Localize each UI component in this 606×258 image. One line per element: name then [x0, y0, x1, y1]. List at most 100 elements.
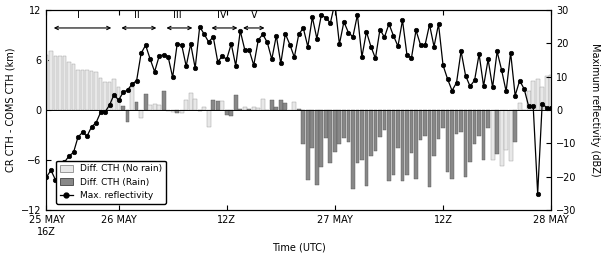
Bar	[454, 110, 459, 134]
Bar	[531, 81, 535, 110]
Bar	[193, 99, 197, 110]
Bar	[432, 110, 436, 156]
Bar	[428, 110, 431, 187]
X-axis label: Time (UTC): Time (UTC)	[272, 243, 325, 252]
Bar	[464, 110, 467, 177]
Bar	[279, 100, 283, 110]
Bar	[536, 79, 539, 110]
Bar	[270, 100, 274, 110]
Bar	[202, 107, 206, 110]
Bar	[473, 110, 476, 144]
Bar	[423, 110, 427, 136]
Bar	[62, 56, 67, 110]
Bar	[275, 107, 278, 110]
Bar	[198, 110, 202, 111]
Bar	[504, 110, 508, 150]
Bar	[189, 93, 193, 110]
Bar	[180, 110, 184, 113]
Bar	[85, 70, 89, 110]
Bar	[391, 110, 395, 175]
Bar	[347, 110, 350, 142]
Text: III: III	[173, 10, 181, 20]
Bar	[450, 110, 454, 179]
Bar	[319, 110, 323, 167]
Bar	[509, 110, 513, 161]
Bar	[207, 110, 211, 127]
Bar	[103, 82, 107, 110]
Bar	[58, 56, 62, 110]
Bar	[293, 102, 296, 110]
Bar	[117, 87, 121, 110]
Bar	[333, 110, 337, 152]
Bar	[486, 110, 490, 128]
Bar	[99, 77, 102, 110]
Bar	[53, 56, 58, 110]
Bar	[221, 101, 224, 110]
Bar	[261, 99, 265, 110]
Bar	[234, 95, 238, 110]
Bar	[229, 110, 233, 116]
Bar	[405, 110, 409, 175]
Bar	[166, 110, 170, 111]
Bar	[139, 110, 143, 118]
Bar	[130, 87, 134, 110]
Bar	[477, 110, 481, 136]
Bar	[410, 110, 413, 154]
Text: V: V	[250, 10, 257, 20]
Bar	[49, 51, 53, 110]
Bar	[356, 110, 359, 163]
Bar	[459, 110, 463, 132]
Bar	[252, 107, 256, 110]
Bar	[369, 110, 373, 156]
Bar	[153, 104, 156, 110]
Y-axis label: CR CTH - COMS CTH (km): CR CTH - COMS CTH (km)	[5, 48, 16, 172]
Bar	[495, 110, 499, 155]
Bar	[445, 110, 450, 172]
Bar	[247, 109, 251, 110]
Bar	[112, 79, 116, 110]
Bar	[243, 107, 247, 110]
Bar	[541, 87, 544, 110]
Bar	[513, 110, 517, 142]
Bar	[306, 110, 310, 180]
Bar	[171, 110, 175, 112]
Bar	[396, 110, 400, 148]
Text: II: II	[134, 10, 139, 20]
Bar	[297, 109, 301, 110]
Bar	[360, 110, 364, 160]
Bar	[315, 110, 319, 185]
Bar	[328, 110, 332, 163]
Bar	[256, 108, 260, 110]
Bar	[216, 101, 219, 110]
Bar	[518, 103, 522, 110]
Bar	[365, 110, 368, 186]
Bar	[414, 110, 418, 179]
Bar	[342, 110, 346, 138]
Bar	[94, 72, 98, 110]
Bar	[500, 110, 504, 166]
Bar	[284, 103, 287, 110]
Bar	[301, 110, 305, 144]
Bar	[225, 110, 228, 115]
Bar	[90, 71, 93, 110]
Bar	[238, 109, 242, 110]
Bar	[211, 100, 215, 110]
Y-axis label: Maximum reflectivity (dBZ): Maximum reflectivity (dBZ)	[590, 43, 601, 177]
Bar	[378, 110, 382, 138]
Bar	[135, 102, 139, 110]
Bar	[324, 110, 328, 139]
Text: IV: IV	[218, 10, 227, 20]
Bar	[184, 100, 188, 110]
Bar	[351, 110, 355, 189]
Bar	[310, 110, 315, 148]
Bar	[382, 110, 387, 130]
Bar	[81, 70, 84, 110]
Bar	[162, 91, 165, 110]
Bar	[338, 110, 341, 144]
Bar	[72, 64, 75, 110]
Bar	[549, 75, 553, 110]
Bar	[67, 62, 71, 110]
Bar	[437, 110, 441, 140]
Bar	[148, 105, 152, 110]
Bar	[45, 55, 48, 110]
